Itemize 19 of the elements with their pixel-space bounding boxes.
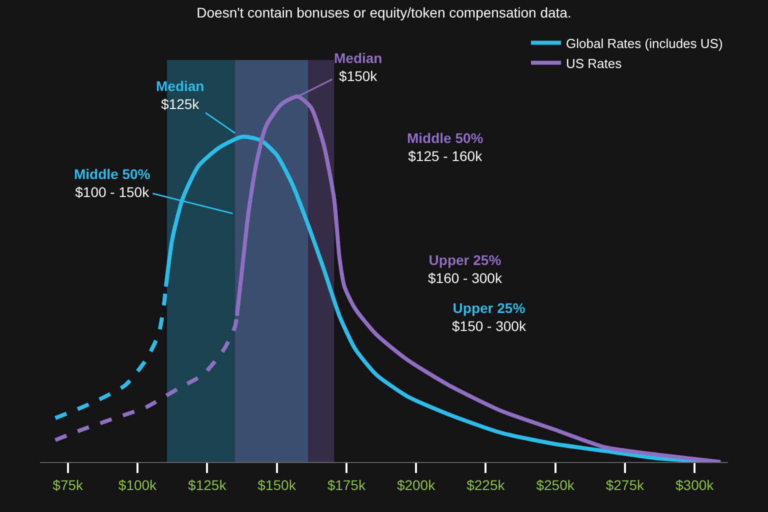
annotation: Median $150k xyxy=(334,50,382,84)
annotation: Median $125k xyxy=(156,78,204,112)
annotation: Upper 25% $160 - 300k xyxy=(428,252,503,286)
x-tick-label: $150k xyxy=(258,476,297,493)
x-tick-label: $200k xyxy=(396,476,436,493)
x-tick-label: $125k xyxy=(188,476,228,493)
x-tick-label: $100k xyxy=(118,476,158,493)
x-tick-label: $75k xyxy=(52,476,84,493)
annotation: Middle 50% $125 - 160k xyxy=(407,130,484,164)
x-tick-label: $175k xyxy=(327,476,366,493)
chart-subtitle: Doesn't contain bonuses or equity/token compensation data. xyxy=(196,4,572,20)
x-tick-label: $300k xyxy=(675,476,715,493)
legend-label: Global Rates (includes US) xyxy=(566,36,723,51)
annotation: Upper 25% $150 - 300k xyxy=(452,300,527,334)
x-tick-label: $250k xyxy=(536,476,576,493)
x-tick-label: $275k xyxy=(606,476,646,493)
annotation: Middle 50% $100 - 150k xyxy=(74,166,151,200)
x-tick-label: $225k xyxy=(466,476,506,493)
legend-label: US Rates xyxy=(566,56,622,71)
